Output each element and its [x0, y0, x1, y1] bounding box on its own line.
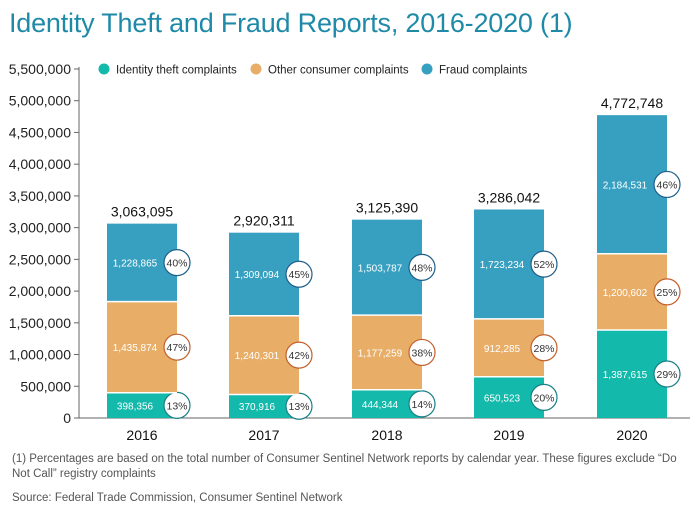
percent-badge [408, 338, 436, 367]
legend-swatch [98, 63, 110, 75]
stacked-bar-chart: 0 500,000 1,000,000 1,500,000 2,000,000 2,500… [9, 61, 690, 443]
segment-value-label: 370,916 [239, 402, 276, 413]
percent-label: 48% [411, 262, 432, 274]
percent-badge [163, 249, 191, 277]
percent-label: 47% [166, 342, 187, 354]
segment-value-label: 1,435,874 [113, 343, 158, 354]
y-tick-label: 3,000,000 [9, 220, 71, 236]
percent-badge [285, 341, 313, 369]
y-tick-label: 4,000,000 [9, 156, 71, 172]
segment-value-label: 1,503,787 [358, 263, 403, 274]
legend-label: Identity theft complaints [116, 65, 237, 77]
percent-label: 52% [533, 259, 554, 271]
legend-label: Other consumer complaints [268, 65, 409, 77]
segment-value-label: 2,184,531 [603, 180, 648, 191]
y-tick-label: 1,000,000 [9, 347, 71, 363]
percent-label: 45% [288, 269, 309, 281]
segment-value-label: 1,309,094 [235, 270, 280, 281]
y-tick-label: 2,500,000 [9, 251, 71, 267]
percent-badge [163, 333, 191, 361]
y-tick-label: 4,500,000 [9, 124, 71, 140]
percent-badge [408, 253, 436, 281]
source-note: Source: Federal Trade Commission, Consum… [12, 492, 343, 504]
x-tick-label: 2017 [248, 427, 279, 443]
percent-label: 40% [166, 258, 187, 270]
y-tick-label: 500,000 [20, 378, 71, 394]
x-tick-label: 2018 [371, 427, 402, 443]
percent-label: 38% [411, 347, 432, 359]
y-tick-label: 3,500,000 [9, 188, 71, 204]
bar-total-label: 3,286,042 [478, 189, 540, 205]
segment-value-label: 650,523 [484, 393, 521, 404]
segment-value-label: 1,723,234 [480, 260, 525, 271]
percent-label: 25% [656, 287, 677, 299]
segment-value-label: 1,177,259 [358, 348, 403, 359]
percent-badge [530, 383, 558, 411]
bar-total-label: 3,125,390 [356, 200, 418, 216]
legend-swatch [421, 63, 433, 75]
segment-value-label: 444,344 [362, 400, 399, 411]
percent-label: 29% [656, 369, 677, 381]
percent-label: 42% [288, 350, 309, 362]
y-tick-label: 5,500,000 [9, 61, 71, 77]
segment-value-label: 1,240,301 [235, 351, 280, 362]
footnote: (1) Percentages are based on the total n… [12, 453, 677, 480]
legend-swatch [250, 63, 262, 75]
x-tick-label: 2019 [493, 427, 524, 443]
x-tick-label: 2020 [616, 427, 647, 443]
percent-label: 13% [288, 401, 309, 413]
x-tick-label: 2016 [126, 427, 157, 443]
percent-badge [653, 360, 681, 388]
chart-title: Identity Theft and Fraud Reports, 2016-2… [9, 8, 573, 38]
percent-badge [530, 250, 558, 278]
y-tick-label: 0 [63, 410, 71, 426]
percent-label: 28% [533, 343, 554, 355]
bar-total-label: 3,063,095 [111, 204, 173, 220]
segment-value-label: 1,387,615 [603, 370, 648, 381]
percent-label: 13% [166, 400, 187, 412]
bar-segment [229, 394, 299, 418]
segment-value-label: 912,285 [484, 344, 521, 355]
segment-value-label: 1,228,865 [113, 259, 158, 270]
percent-badge [653, 170, 681, 199]
legend-label: Fraud complaints [439, 65, 527, 77]
bar-total-label: 4,772,748 [601, 95, 663, 111]
percent-badge [653, 278, 681, 306]
segment-value-label: 1,200,602 [603, 288, 648, 299]
percent-badge [530, 334, 558, 362]
segment-value-label: 398,356 [117, 401, 154, 412]
percent-label: 14% [411, 399, 432, 411]
percent-label: 20% [533, 392, 554, 404]
y-tick-label: 2,000,000 [9, 283, 71, 299]
percent-label: 46% [656, 179, 677, 191]
y-tick-label: 5,000,000 [9, 93, 71, 109]
bar-total-label: 2,920,311 [233, 213, 294, 229]
percent-badge [285, 260, 313, 288]
y-tick-label: 1,500,000 [9, 315, 71, 331]
percent-badge [408, 390, 436, 418]
